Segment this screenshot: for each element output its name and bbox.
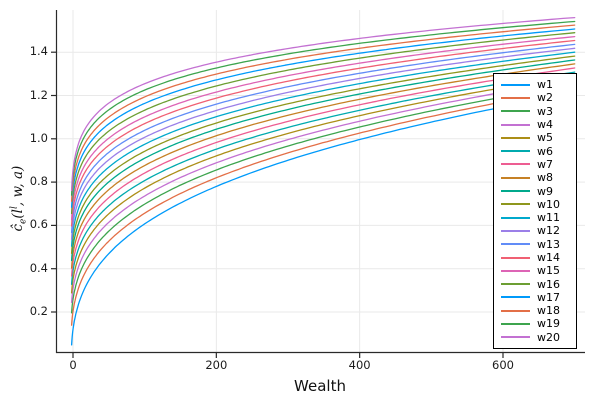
legend-line-sample [501,229,530,232]
legend-entry-w13: w13 [494,238,576,251]
legend-entry-w12: w12 [494,224,576,237]
series-line-w7 [70,67,576,277]
series-line-w11 [70,51,576,247]
legend-label: w13 [537,237,560,251]
y-tick-label: 1.4 [29,44,48,59]
legend-entry-w3: w3 [494,105,576,118]
legend-line-sample [501,190,530,193]
series-line-w6 [70,71,576,285]
series-line-w14 [70,39,576,227]
legend-line-sample [501,243,530,246]
legend-entry-w18: w18 [494,304,576,317]
legend-label: w19 [537,317,560,331]
series-line-w17 [70,28,576,208]
legend-label: w7 [537,157,553,171]
legend-entry-w15: w15 [494,264,576,277]
legend-label: w5 [537,131,553,145]
legend-entry-w14: w14 [494,251,576,264]
legend-line-sample [501,176,530,179]
y-tick-label: 0.4 [29,260,48,275]
legend-label: w2 [537,91,553,105]
legend-entry-w19: w19 [494,317,576,330]
series-line-w13 [70,43,576,234]
series-line-w10 [70,55,576,254]
legend-entry-w4: w4 [494,118,576,131]
legend-label: w6 [537,144,553,158]
legend-entry-w8: w8 [494,171,576,184]
legend-entry-w9: w9 [494,184,576,197]
legend-line-sample [501,163,530,166]
legend-label: w4 [537,118,553,132]
legend-box: w1 w2 w3 w4 w5 w6 w7 w8 w9 w10 w11 w12 w13 w14 w15 w16 w… [493,73,577,349]
legend-label: w3 [537,104,553,118]
series-line-w4 [70,79,576,304]
legend-line-sample [501,123,530,126]
legend-label: w18 [537,304,560,318]
legend-line-sample [501,256,530,259]
legend-line-sample [501,216,530,219]
legend-line-sample [501,322,530,325]
legend-line-sample [501,136,530,139]
legend-label: w10 [537,197,560,211]
series-line-w12 [70,47,576,240]
legend-label: w20 [537,330,560,344]
series-line-w2 [70,88,576,326]
legend-label: w17 [537,290,560,304]
legend-entry-w1: w1 [494,78,576,91]
legend-line-sample [501,336,530,339]
series-line-w8 [70,63,576,269]
y-tick-label: 1.2 [29,87,48,102]
legend-label: w14 [537,251,560,264]
series-line-w15 [70,35,576,221]
x-axis-label: Wealth [294,377,346,395]
legend-label: w16 [537,277,560,291]
series-line-w3 [70,83,576,314]
legend-entry-w11: w11 [494,211,576,224]
legend-label: w9 [537,184,553,198]
legend-entry-w2: w2 [494,91,576,104]
y-tick-label: 0.8 [29,174,48,189]
legend-line-sample [501,309,530,312]
legend-label: w8 [537,171,553,185]
series-line-w18 [70,24,576,202]
series-line-w9 [70,59,576,262]
legend-label: w12 [537,224,560,238]
x-tick-label: 400 [348,358,371,372]
legend-line-sample [501,150,530,153]
legend-line-sample [501,83,530,86]
legend-line-sample [501,269,530,272]
series-line-w5 [70,75,576,294]
legend-entry-w17: w17 [494,291,576,304]
ylabel-open: (l [9,209,26,219]
legend-line-sample [501,283,530,286]
legend-line-sample [501,110,530,113]
legend-line-sample [501,96,530,99]
legend-label: w11 [537,211,560,225]
legend-label: w1 [537,78,553,92]
legend-entry-w7: w7 [494,158,576,171]
legend-entry-w20: w20 [494,331,576,344]
legend-line-sample [501,296,530,299]
legend-label: w15 [537,264,560,278]
legend-entry-w6: w6 [494,144,576,157]
series-line-w20 [70,16,576,191]
x-tick-label: 0 [69,358,77,372]
y-tick-label: 1.0 [29,130,48,145]
legend-entry-w5: w5 [494,131,576,144]
y-tick-label: 0.2 [29,304,48,318]
legend-entry-w10: w10 [494,198,576,211]
series-line-w1 [70,92,576,346]
x-tick-label: 200 [205,358,228,372]
legend-entry-w16: w16 [494,277,576,290]
x-tick-label: 600 [492,358,514,372]
series-line-w16 [70,32,576,215]
y-tick-label: 0.6 [29,217,48,232]
legend-line-sample [501,203,530,206]
series-line-w19 [70,20,576,196]
